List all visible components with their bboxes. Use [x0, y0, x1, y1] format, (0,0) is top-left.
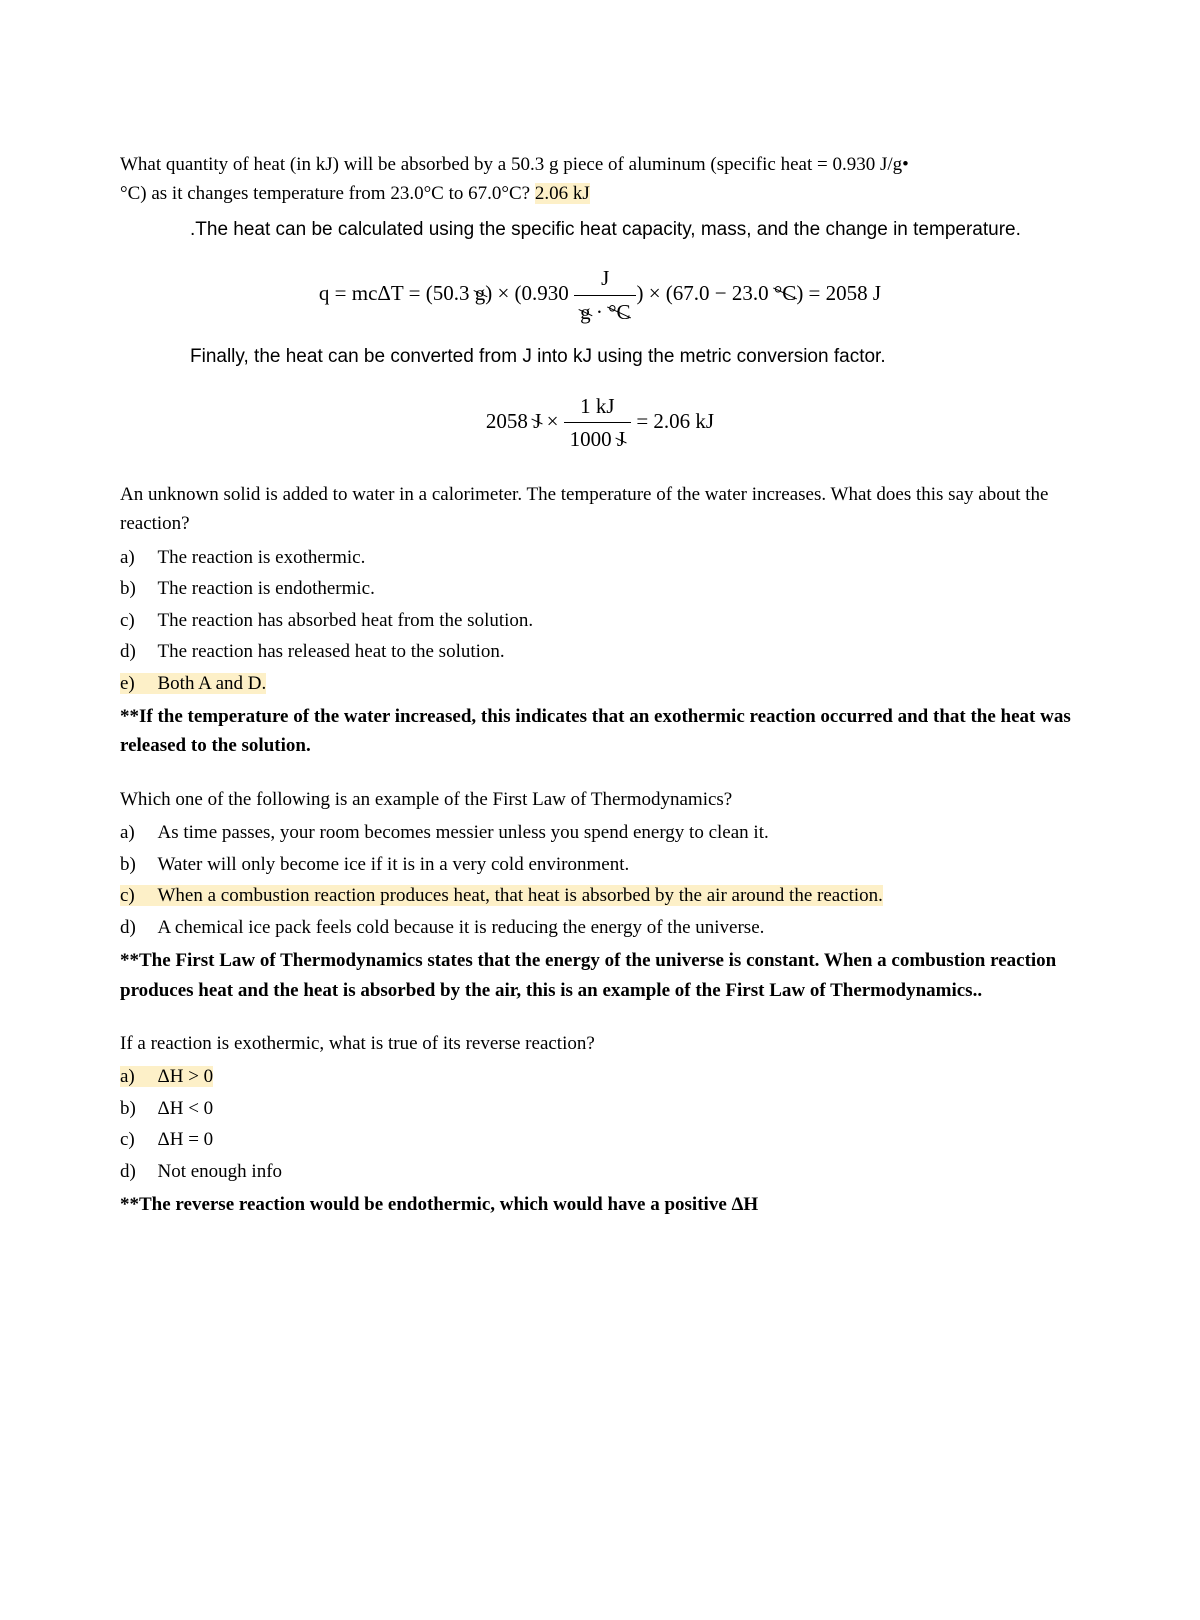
q2-c-text: The reaction has absorbed heat from the …	[158, 610, 534, 631]
q3-option-a: a) As time passes, your room becomes mes…	[120, 818, 1080, 847]
label-d: d)	[120, 913, 148, 942]
eq1-mass-unit: g	[475, 277, 486, 310]
q3-a-text: As time passes, your room becomes messie…	[158, 822, 769, 843]
eq2-den-b: J	[617, 423, 625, 456]
label-a: a)	[120, 1062, 148, 1091]
q1-block: What quantity of heat (in kJ) will be ab…	[120, 150, 1080, 456]
label-b: b)	[120, 850, 148, 879]
q2-a-text: The reaction is exothermic.	[158, 547, 366, 568]
q1-prompt-a: What quantity of heat (in kJ) will be ab…	[120, 154, 909, 175]
eq1-frac-den: g · °C	[574, 296, 636, 329]
q2-option-b: b) The reaction is endothermic.	[120, 574, 1080, 603]
q2-explanation: **If the temperature of the water increa…	[120, 702, 1080, 761]
q4-a-text: ΔH > 0	[158, 1066, 214, 1087]
eq1-lead: q = mcΔT = (50.3	[319, 281, 475, 305]
q3-prompt: Which one of the following is an example…	[120, 785, 1080, 814]
eq1-dt-unit: °C	[774, 277, 796, 310]
q4-option-b: b) ΔH < 0	[120, 1094, 1080, 1123]
eq1-frac-num: J	[574, 262, 636, 296]
label-c: c)	[120, 1125, 148, 1154]
q2-option-c: c) The reaction has absorbed heat from t…	[120, 606, 1080, 635]
q2-option-e: e) Both A and D.	[120, 669, 1080, 698]
eq2-frac-num: 1 kJ	[564, 390, 631, 424]
q2-prompt: An unknown solid is added to water in a …	[120, 480, 1080, 539]
eq1-den-dot: ·	[591, 300, 609, 324]
eq2-frac: 1 kJ1000 J	[564, 390, 631, 456]
document-page: What quantity of heat (in kJ) will be ab…	[0, 0, 1200, 1620]
label-c: c)	[120, 606, 148, 635]
q4-options: a) ΔH > 0 b) ΔH < 0 c) ΔH = 0 d) Not eno…	[120, 1062, 1080, 1186]
q4-option-a: a) ΔH > 0	[120, 1062, 1080, 1091]
eq2-den-a: 1000	[570, 427, 617, 451]
q4-b-text: ΔH < 0	[158, 1098, 214, 1119]
q1-prompt-b: °C) as it changes temperature from 23.0°…	[120, 183, 535, 204]
eq1-mid1: ) × (0.930	[485, 281, 574, 305]
q3-c-text: When a combustion reaction produces heat…	[158, 885, 883, 906]
label-d: d)	[120, 637, 148, 666]
q4-c-text: ΔH = 0	[158, 1129, 214, 1150]
eq1-frac: Jg · °C	[574, 262, 636, 328]
q2-option-a: a) The reaction is exothermic.	[120, 543, 1080, 572]
q3-option-c: c) When a combustion reaction produces h…	[120, 881, 1080, 910]
eq2-unit1: J	[533, 405, 541, 438]
q3-option-d: d) A chemical ice pack feels cold becaus…	[120, 913, 1080, 942]
q2-d-text: The reaction has released heat to the so…	[158, 641, 505, 662]
eq1-mid2: ) × (67.0 − 23.0	[636, 281, 773, 305]
q1-answer: 2.06 kJ	[535, 183, 590, 204]
q4-explanation: **The reverse reaction would be endother…	[120, 1190, 1080, 1219]
eq2-times: ×	[541, 409, 563, 433]
eq2-frac-den: 1000 J	[564, 423, 631, 456]
q3-option-b: b) Water will only become ice if it is i…	[120, 850, 1080, 879]
eq1-tail: ) = 2058 J	[796, 281, 881, 305]
q4-prompt: If a reaction is exothermic, what is tru…	[120, 1029, 1080, 1058]
eq1-den-c: °C	[608, 296, 630, 329]
label-c: c)	[120, 881, 148, 910]
label-b: b)	[120, 574, 148, 603]
q2-e-text: Both A and D.	[158, 673, 267, 694]
label-a: a)	[120, 818, 148, 847]
q4-option-c: c) ΔH = 0	[120, 1125, 1080, 1154]
q3-block: Which one of the following is an example…	[120, 785, 1080, 1005]
q2-b-text: The reaction is endothermic.	[158, 578, 375, 599]
eq2-tail: = 2.06 kJ	[631, 409, 714, 433]
q3-d-text: A chemical ice pack feels cold because i…	[158, 917, 765, 938]
label-e: e)	[120, 669, 148, 698]
label-b: b)	[120, 1094, 148, 1123]
q4-block: If a reaction is exothermic, what is tru…	[120, 1029, 1080, 1220]
q3-options: a) As time passes, your room becomes mes…	[120, 818, 1080, 942]
q1-equation2: 2058 J × 1 kJ1000 J = 2.06 kJ	[120, 390, 1080, 456]
q1-equation1: q = mcΔT = (50.3 g) × (0.930 Jg · °C) × …	[120, 262, 1080, 328]
q1-note1: .The heat can be calculated using the sp…	[190, 215, 1080, 244]
label-a: a)	[120, 543, 148, 572]
eq1-den-g: g	[580, 296, 591, 329]
q2-block: An unknown solid is added to water in a …	[120, 480, 1080, 761]
q2-options: a) The reaction is exothermic. b) The re…	[120, 543, 1080, 698]
q2-option-d: d) The reaction has released heat to the…	[120, 637, 1080, 666]
q4-d-text: Not enough info	[158, 1161, 283, 1182]
q3-b-text: Water will only become ice if it is in a…	[158, 854, 630, 875]
q1-note2: Finally, the heat can be converted from …	[190, 342, 1080, 371]
q4-option-d: d) Not enough info	[120, 1157, 1080, 1186]
q3-explanation: **The First Law of Thermodynamics states…	[120, 946, 1080, 1005]
eq2-lead: 2058	[486, 409, 533, 433]
label-d: d)	[120, 1157, 148, 1186]
